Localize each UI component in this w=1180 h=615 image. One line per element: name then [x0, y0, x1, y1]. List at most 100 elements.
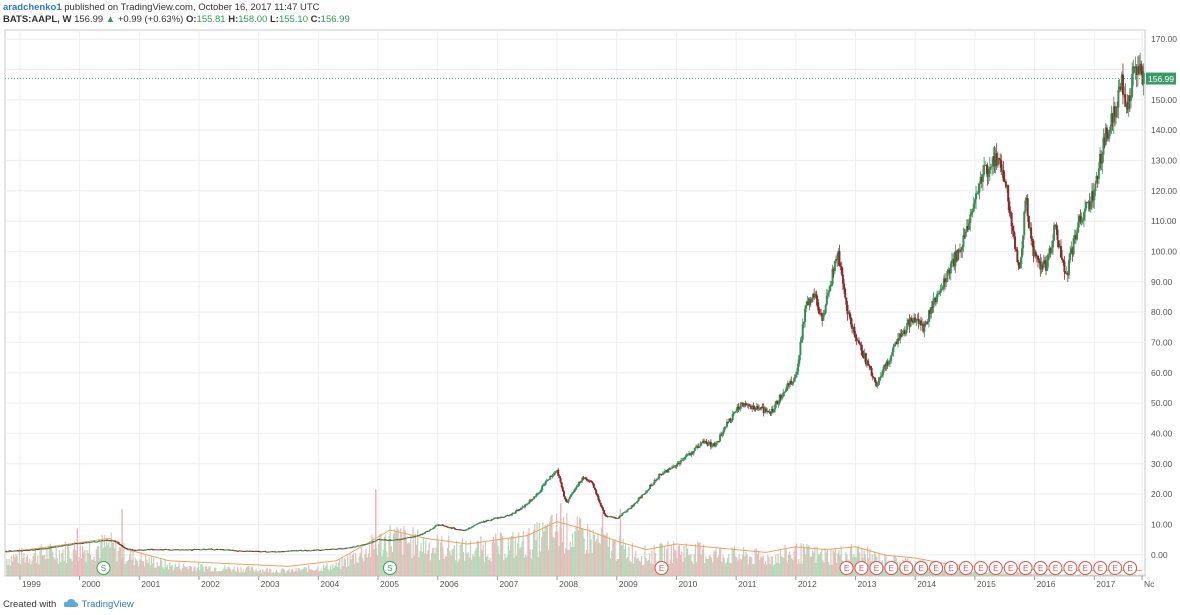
volume-bar	[541, 536, 543, 576]
candle-body	[1004, 181, 1007, 188]
candle-body	[997, 158, 1000, 160]
tradingview-brand-link[interactable]: TradingView	[81, 599, 134, 610]
candle-body	[587, 480, 590, 482]
volume-bar	[499, 532, 501, 576]
candle-body	[736, 406, 739, 412]
volume-bar	[504, 553, 506, 576]
candle-body	[1142, 72, 1145, 85]
earnings-marker[interactable]: E	[654, 561, 669, 575]
volume-bar	[785, 548, 787, 576]
candle-body	[608, 516, 611, 518]
earnings-marker[interactable]: E	[914, 561, 929, 575]
candle-body	[473, 524, 476, 526]
volume-bar	[770, 555, 772, 576]
volume-bar	[557, 531, 559, 576]
candle-body	[709, 442, 712, 447]
earnings-marker[interactable]: E	[1018, 561, 1033, 575]
earnings-marker[interactable]: E	[1123, 561, 1138, 575]
volume-bar	[131, 559, 133, 576]
earnings-marker[interactable]: E	[1003, 561, 1018, 575]
volume-bar	[741, 554, 744, 576]
volume-bar	[257, 572, 259, 576]
candle-body	[83, 542, 86, 544]
earnings-marker[interactable]: E	[899, 561, 914, 575]
candle-body	[1027, 216, 1030, 228]
price-chart[interactable]: 156.990.0010.0020.0030.0040.0050.0060.00…	[0, 26, 1180, 592]
volume-bar	[1100, 574, 1102, 576]
candle-body	[791, 382, 794, 385]
earnings-marker[interactable]: E	[839, 561, 854, 575]
candle-body	[478, 522, 481, 524]
candle-body	[47, 547, 50, 549]
candle-body	[349, 547, 352, 549]
candle-body	[1072, 238, 1075, 255]
candle-body	[663, 470, 666, 473]
candle-body	[637, 498, 640, 502]
candle-body	[556, 470, 559, 472]
candle-body	[750, 405, 753, 410]
volume-bar	[806, 544, 808, 576]
candle-body	[630, 505, 633, 509]
candle-body	[1135, 66, 1138, 76]
volume-bar	[605, 534, 607, 576]
candle-body	[1077, 222, 1080, 233]
earnings-marker[interactable]: E	[944, 561, 959, 575]
earnings-marker[interactable]: E	[1093, 561, 1108, 575]
earnings-marker[interactable]: E	[1063, 561, 1078, 575]
candle-body	[573, 489, 576, 493]
earnings-marker[interactable]: E	[1033, 561, 1048, 575]
candle-body	[960, 249, 963, 251]
candle-body	[915, 320, 918, 322]
volume-bar	[849, 546, 852, 576]
volume-bar	[248, 566, 250, 576]
chart-area[interactable]: 156.99 0.00 10.00 20.00 30.00 40.00 50.00 60.00…	[0, 26, 1180, 592]
candle-body	[197, 549, 200, 551]
volume-bar	[1059, 574, 1062, 576]
earnings-marker[interactable]: E	[1078, 561, 1093, 575]
earnings-marker[interactable]: E	[929, 561, 944, 575]
candle-body	[871, 375, 874, 378]
volume-bar	[634, 557, 636, 576]
volume-bar	[165, 566, 167, 576]
candle-body	[607, 516, 610, 518]
candle-body	[786, 383, 789, 387]
split-marker[interactable]: S	[382, 561, 397, 575]
candle-body	[882, 369, 885, 375]
volume-bar	[395, 532, 397, 576]
candle-body	[781, 396, 784, 399]
candle-body	[987, 173, 990, 177]
candle-body	[921, 323, 924, 326]
volume-bar	[465, 541, 467, 576]
candle-body	[1032, 240, 1035, 257]
earnings-marker[interactable]: E	[973, 561, 988, 575]
candle-body	[111, 540, 114, 542]
earnings-marker[interactable]: E	[958, 561, 973, 575]
candle-body	[758, 408, 761, 410]
earnings-marker[interactable]: E	[869, 561, 884, 575]
volume-bar	[308, 565, 310, 576]
author-link[interactable]: aradchenko1	[3, 2, 62, 13]
candle-body	[831, 268, 834, 285]
volume-bar	[402, 554, 404, 576]
volume-bar	[551, 514, 553, 576]
candle-body	[1085, 202, 1088, 209]
volume-bar	[109, 547, 111, 576]
candle-body	[449, 527, 452, 529]
volume-bar	[454, 560, 457, 576]
volume-bar	[519, 548, 521, 576]
tradingview-cloud-icon	[63, 599, 78, 607]
split-marker[interactable]: S	[96, 561, 111, 575]
volume-bar	[129, 554, 131, 576]
open-label: O:	[185, 14, 197, 25]
candle-body	[833, 261, 836, 272]
earnings-marker[interactable]: E	[1048, 561, 1063, 575]
volume-bar	[300, 570, 302, 576]
volume-bar	[189, 565, 192, 576]
earnings-marker[interactable]: E	[1108, 561, 1123, 575]
earnings-marker[interactable]: E	[988, 561, 1003, 575]
earnings-marker[interactable]: E	[884, 561, 899, 575]
volume-bar	[379, 534, 381, 576]
earnings-marker[interactable]: E	[854, 561, 869, 575]
volume-bar	[701, 549, 703, 576]
